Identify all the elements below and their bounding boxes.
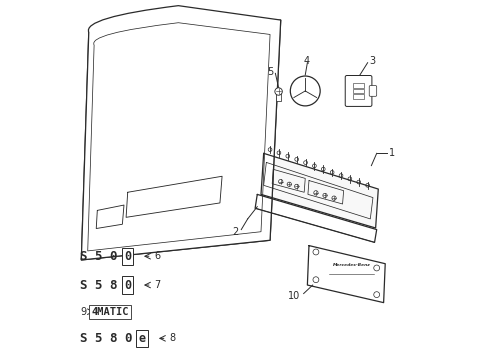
Text: 5: 5 [267, 67, 273, 77]
Text: S: S [80, 250, 87, 263]
Text: 0: 0 [110, 250, 117, 263]
PathPatch shape [81, 6, 281, 260]
Polygon shape [307, 246, 385, 303]
Text: 10: 10 [288, 291, 300, 301]
Polygon shape [81, 20, 281, 260]
Circle shape [275, 88, 282, 95]
Circle shape [314, 191, 318, 195]
Polygon shape [255, 194, 377, 242]
Text: 0: 0 [124, 279, 131, 292]
Text: 4MATIC: 4MATIC [91, 307, 129, 317]
Text: 5: 5 [95, 332, 102, 345]
FancyBboxPatch shape [369, 86, 377, 96]
Circle shape [294, 184, 299, 189]
Text: 9: 9 [80, 307, 87, 317]
Text: 8: 8 [110, 332, 117, 345]
Circle shape [332, 196, 336, 200]
Text: S: S [80, 279, 87, 292]
Circle shape [287, 182, 292, 186]
Text: 5: 5 [95, 250, 102, 263]
Circle shape [290, 76, 320, 106]
Circle shape [323, 193, 327, 198]
Text: 3: 3 [369, 56, 375, 66]
Text: 0: 0 [124, 332, 131, 345]
Text: 8: 8 [110, 279, 117, 292]
Bar [353, 89, 365, 93]
Text: 2: 2 [232, 227, 238, 237]
Text: 4: 4 [303, 56, 309, 66]
Text: S: S [80, 332, 87, 345]
Text: 6: 6 [154, 251, 161, 261]
Text: 7: 7 [154, 280, 161, 290]
Bar [353, 83, 365, 88]
Text: Mercedes-Benz: Mercedes-Benz [333, 263, 370, 267]
Circle shape [279, 180, 283, 184]
Text: 0: 0 [124, 250, 131, 263]
Bar [276, 91, 281, 101]
Polygon shape [261, 153, 378, 228]
Text: 8: 8 [169, 333, 175, 343]
Text: e: e [139, 332, 146, 345]
Polygon shape [126, 176, 222, 217]
Text: 5: 5 [95, 279, 102, 292]
FancyBboxPatch shape [345, 76, 372, 107]
Text: 1: 1 [389, 148, 395, 158]
Bar [353, 94, 365, 99]
